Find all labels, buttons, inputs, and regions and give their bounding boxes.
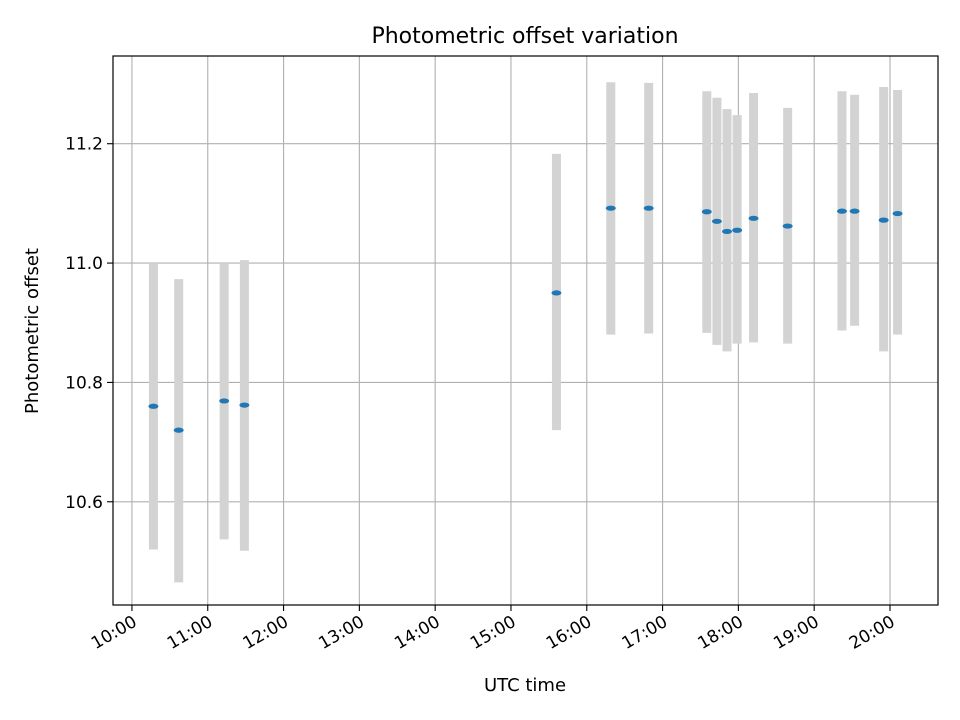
plot-frame xyxy=(112,55,939,606)
data-point xyxy=(701,209,712,215)
data-point xyxy=(711,218,722,224)
data-point xyxy=(173,427,184,433)
y-tick-label: 10.8 xyxy=(65,373,103,393)
y-tick-label: 10.6 xyxy=(65,493,103,513)
data-point xyxy=(643,205,654,211)
data-point xyxy=(148,403,159,409)
data-point xyxy=(605,205,616,211)
data-point xyxy=(732,227,743,233)
grid xyxy=(113,56,938,605)
data-markers xyxy=(148,205,903,433)
data-point xyxy=(836,208,847,214)
data-point xyxy=(782,223,793,229)
y-axis-ticks: 10.6 10.8 11.0 11.2 xyxy=(65,135,113,513)
y-tick-label: 11.2 xyxy=(65,135,103,155)
chart-title: Photometric offset variation xyxy=(371,24,678,49)
data-point xyxy=(722,228,733,235)
data-point xyxy=(219,398,230,404)
data-point xyxy=(849,208,860,214)
data-point xyxy=(239,402,250,408)
data-point xyxy=(551,290,562,296)
data-point xyxy=(878,217,889,223)
x-axis-label: UTC time xyxy=(484,675,566,696)
data-point xyxy=(892,210,903,217)
data-point xyxy=(748,215,759,221)
y-tick-label: 11.0 xyxy=(65,254,103,274)
y-axis-label: Photometric offset xyxy=(22,248,43,414)
